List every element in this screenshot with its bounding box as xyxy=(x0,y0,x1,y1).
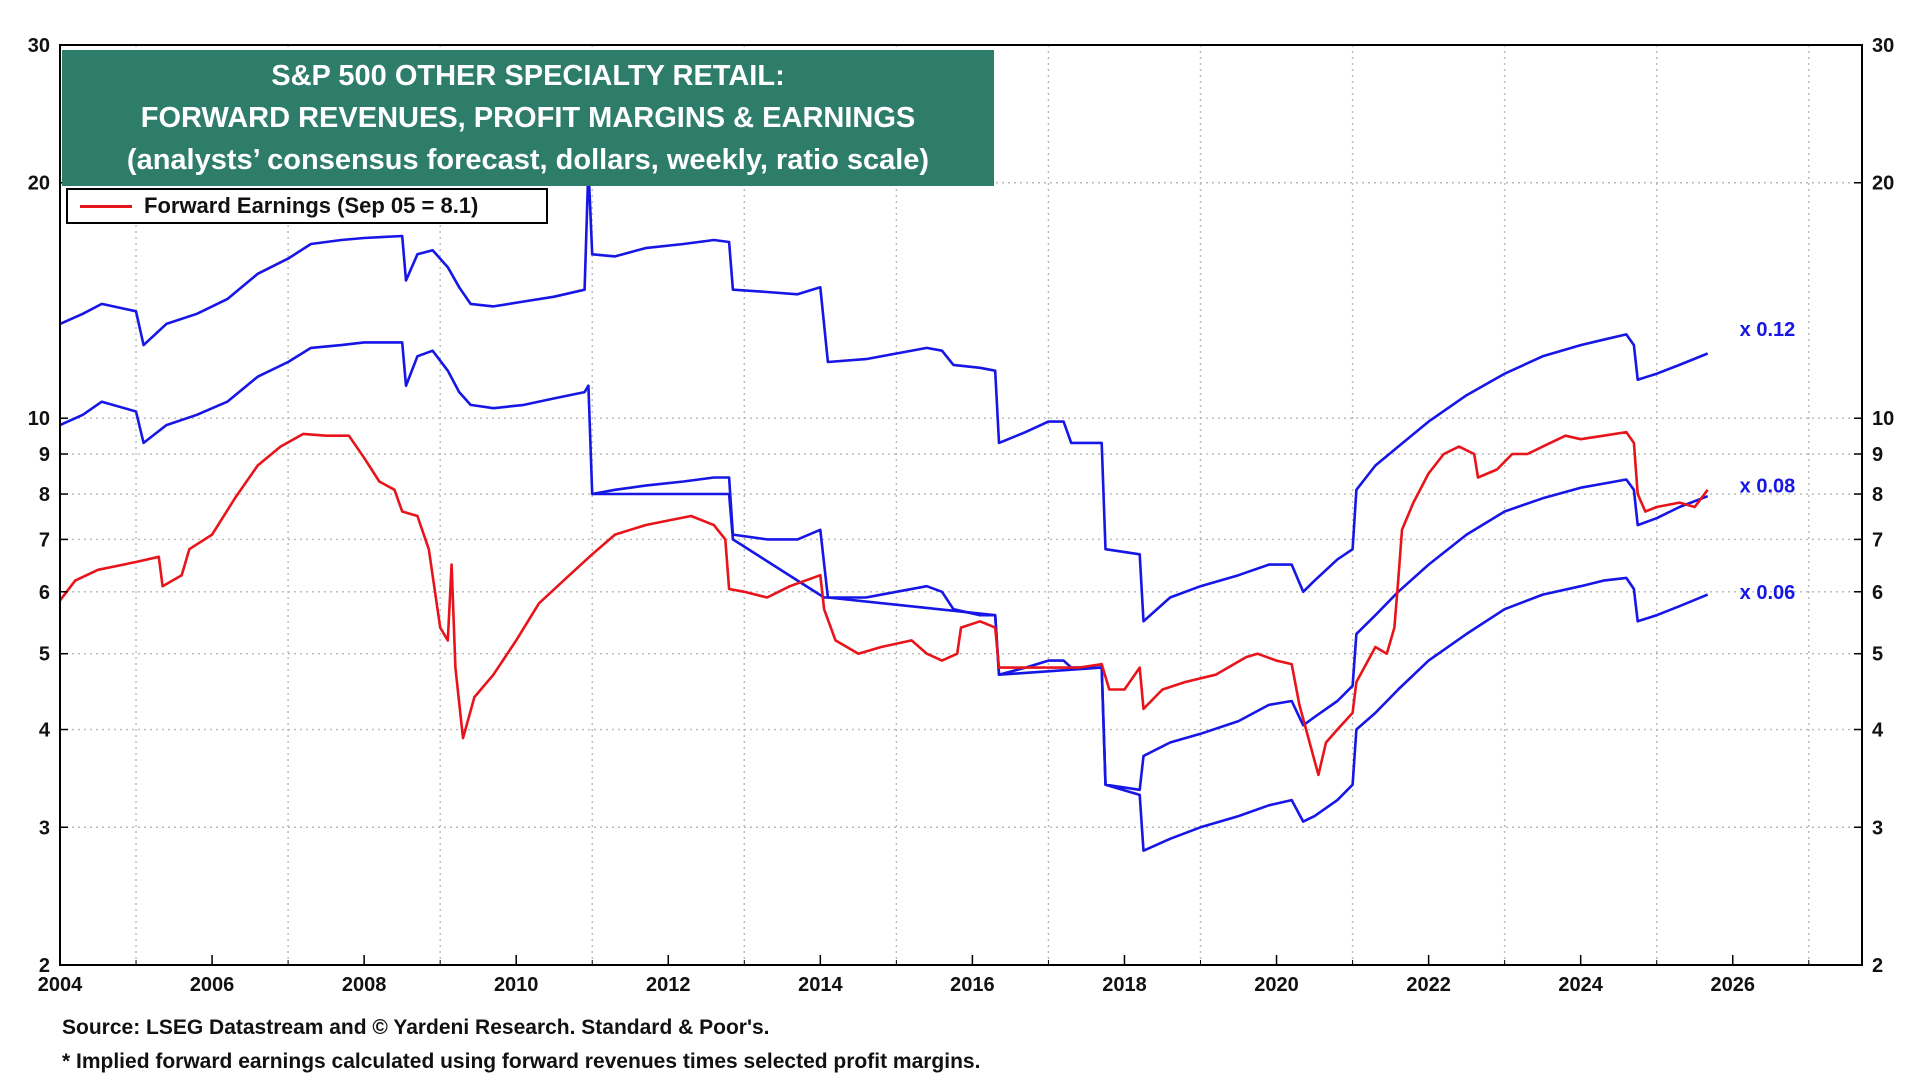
y-tick-label-right: 10 xyxy=(1872,408,1894,430)
y-tick-label-left: 30 xyxy=(28,35,50,57)
legend-label: Forward Earnings (Sep 05 = 8.1) xyxy=(144,193,479,218)
y-tick-label-right: 2 xyxy=(1872,955,1883,977)
title-line-3: (analysts’ consensus forecast, dollars, … xyxy=(126,144,930,176)
y-tick-label-right: 20 xyxy=(1872,173,1894,195)
series-forward-revenues-x-0-06 xyxy=(592,492,1709,852)
x-tick-label: 2020 xyxy=(1254,974,1299,996)
source-note: Source: LSEG Datastream and © Yardeni Re… xyxy=(62,1016,770,1039)
x-tick-label: 2008 xyxy=(342,974,387,996)
series-forward-earnings xyxy=(58,430,1709,777)
chart-title: S&P 500 OTHER SPECIALTY RETAIL: FORWARD … xyxy=(62,50,994,186)
x-tick-label: 2016 xyxy=(950,974,995,996)
multiplier-labels: x 0.12 x 0.08 x 0.06 xyxy=(1740,319,1796,604)
axes: 2004 2006 2008 2010 2012 2014 2016 2018 2020 2022… xyxy=(28,35,1895,996)
y-tick-label-left: 5 xyxy=(39,644,50,666)
x-tick-label: 2004 xyxy=(38,974,83,996)
plot-frame xyxy=(59,44,1863,966)
x-tick-label: 2012 xyxy=(646,974,691,996)
implied-earnings-note: * Implied forward earnings calculated us… xyxy=(62,1050,981,1073)
y-tick-label-right: 6 xyxy=(1872,582,1883,604)
y-tick-label-right: 4 xyxy=(1872,720,1884,742)
y-tick-label-left: 8 xyxy=(39,484,50,506)
legend: Forward Earnings (Sep 05 = 8.1) xyxy=(66,188,548,224)
x-tick-label: 2018 xyxy=(1102,974,1147,996)
y-tick-label-left: 4 xyxy=(39,720,51,742)
multiplier-label: x 0.12 xyxy=(1740,319,1796,341)
legend-swatch xyxy=(80,204,132,208)
x-tick-label: 2010 xyxy=(494,974,539,996)
y-tick-label-right: 9 xyxy=(1872,444,1883,466)
y-tick-label-right: 8 xyxy=(1872,484,1883,506)
x-tick-label: 2026 xyxy=(1710,974,1755,996)
x-tick-label: 2024 xyxy=(1558,974,1603,996)
y-tick-label-left: 7 xyxy=(39,529,50,551)
multiplier-label: x 0.08 xyxy=(1740,476,1796,498)
y-tick-label-left: 6 xyxy=(39,582,50,604)
y-tick-label-right: 3 xyxy=(1872,817,1883,839)
y-tick-label-left: 9 xyxy=(39,444,50,466)
x-tick-label: 2022 xyxy=(1406,974,1451,996)
x-tick-label: 2014 xyxy=(798,974,843,996)
y-tick-label-left: 10 xyxy=(28,408,50,430)
title-line-2: FORWARD REVENUES, PROFIT MARGINS & EARNI… xyxy=(140,102,916,134)
y-tick-label-right: 5 xyxy=(1872,644,1883,666)
x-tick-label: 2006 xyxy=(190,974,235,996)
y-tick-label-right: 30 xyxy=(1872,35,1894,57)
series-layer xyxy=(58,164,1709,852)
y-tick-label-left: 3 xyxy=(39,817,50,839)
series-forward-revenues-x-0-12 xyxy=(59,164,1709,623)
multiplier-label: x 0.06 xyxy=(1740,582,1796,604)
y-tick-label-left: 20 xyxy=(28,173,50,195)
series-forward-revenues-x-0-08 xyxy=(59,341,1709,792)
y-tick-label-left: 2 xyxy=(39,955,50,977)
y-tick-label-right: 7 xyxy=(1872,529,1883,551)
title-line-1: S&P 500 OTHER SPECIALTY RETAIL: xyxy=(271,60,785,92)
